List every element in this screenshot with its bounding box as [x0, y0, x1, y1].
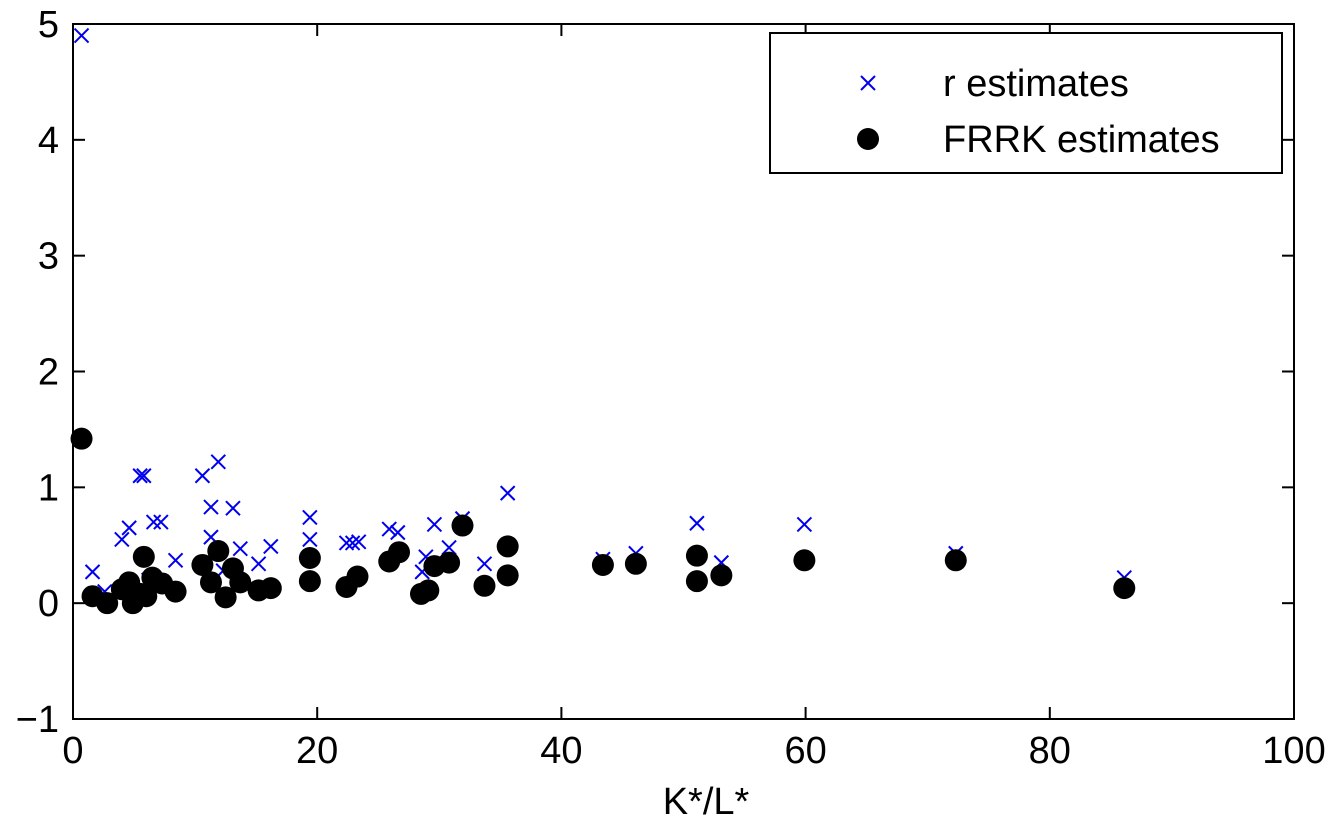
- frrk-estimate-point: [207, 540, 230, 563]
- r-estimate-point: [114, 531, 130, 548]
- series-layer: [70, 27, 1136, 615]
- frrk-estimate-point: [793, 549, 816, 572]
- r-estimate-point: [203, 499, 219, 515]
- frrk-estimate-point: [496, 564, 519, 587]
- frrk-estimate-point: [96, 592, 119, 615]
- y-tick-label: 0: [38, 583, 59, 625]
- y-tick-label: −1: [16, 699, 59, 741]
- r-estimate-point: [232, 541, 248, 557]
- frrk-estimate-point: [451, 514, 474, 537]
- frrk-estimate-point: [259, 577, 282, 600]
- legend-box: [769, 32, 1283, 174]
- x-tick-label: 60: [784, 730, 826, 772]
- frrk-estimate-point: [944, 549, 967, 572]
- x-axis-label: K*/L*: [663, 781, 750, 823]
- y-tick-label: 5: [38, 4, 59, 46]
- frrk-estimate-point: [191, 553, 214, 576]
- frrk-estimate-point: [473, 574, 496, 597]
- y-tick-label: 3: [38, 236, 59, 278]
- frrk-estimate-point: [624, 552, 647, 575]
- frrk-estimate-point: [685, 544, 708, 567]
- x-tick-label: 100: [1262, 730, 1325, 772]
- legend: r estimates FRRK estimates: [769, 32, 1283, 174]
- r-estimate-point: [351, 534, 367, 550]
- x-tick-label: 0: [62, 730, 83, 772]
- r-estimate-point: [121, 520, 137, 536]
- r-estimate-point: [338, 535, 355, 551]
- x-tick-label: 40: [540, 730, 582, 772]
- frrk-estimate-point: [1113, 577, 1136, 600]
- r-estimate-point: [84, 564, 101, 580]
- frrk-estimate-point: [298, 546, 321, 569]
- legend-entry-label: FRRK estimates: [943, 119, 1220, 161]
- r-estimate-point: [167, 552, 184, 569]
- r-estimate-point: [225, 500, 241, 516]
- r-estimate-point: [194, 468, 211, 484]
- r-estimate-point: [796, 516, 813, 533]
- r-estimate-point: [476, 556, 493, 572]
- r-estimate-point: [263, 538, 279, 555]
- r-estimate-point: [381, 521, 397, 537]
- r-estimate-point: [689, 515, 705, 531]
- legend-circle-marker: [857, 128, 879, 150]
- y-tick-label: 4: [38, 120, 59, 162]
- frrk-estimate-point: [591, 553, 614, 576]
- frrk-estimate-point: [438, 551, 461, 574]
- r-estimate-point: [499, 485, 516, 501]
- r-estimate-point: [302, 509, 318, 526]
- frrk-estimate-point: [710, 564, 733, 587]
- x-tick-label: 80: [1029, 730, 1071, 772]
- frrk-estimate-point: [685, 570, 708, 593]
- frrk-estimate-point: [346, 565, 369, 588]
- r-estimate-point: [250, 556, 267, 572]
- frrk-estimate-point: [417, 579, 440, 602]
- frrk-estimate-point: [132, 545, 155, 568]
- r-estimate-point: [73, 27, 90, 44]
- r-estimate-point: [136, 468, 152, 484]
- frrk-estimate-point: [298, 570, 321, 593]
- r-estimate-point: [344, 535, 361, 551]
- frrk-estimate-point: [214, 586, 237, 609]
- r-estimate-point: [426, 516, 443, 533]
- frrk-estimate-point: [388, 541, 411, 564]
- axis-ticks: [72, 23, 1295, 720]
- r-estimate-point: [302, 531, 318, 548]
- frrk-estimate-point: [135, 585, 158, 608]
- r-estimate-point: [153, 514, 169, 530]
- y-tick-label: 1: [38, 467, 59, 509]
- frrk-estimate-point: [229, 571, 252, 594]
- frrk-estimate-point: [164, 580, 187, 603]
- legend-entry-label: r estimates: [943, 63, 1129, 105]
- series-frrk-estimates: [70, 427, 1136, 615]
- frrk-estimate-point: [496, 535, 519, 558]
- frrk-estimate-point: [199, 571, 222, 594]
- r-estimate-point: [441, 539, 457, 556]
- r-estimate-point: [390, 524, 406, 541]
- r-estimate-point: [145, 514, 162, 530]
- r-estimate-point: [132, 468, 148, 484]
- r-estimate-point: [210, 454, 227, 470]
- legend-x-marker: [860, 75, 876, 91]
- x-tick-label: 20: [296, 730, 338, 772]
- frrk-estimate-point: [70, 427, 93, 450]
- y-tick-label: 2: [38, 352, 59, 394]
